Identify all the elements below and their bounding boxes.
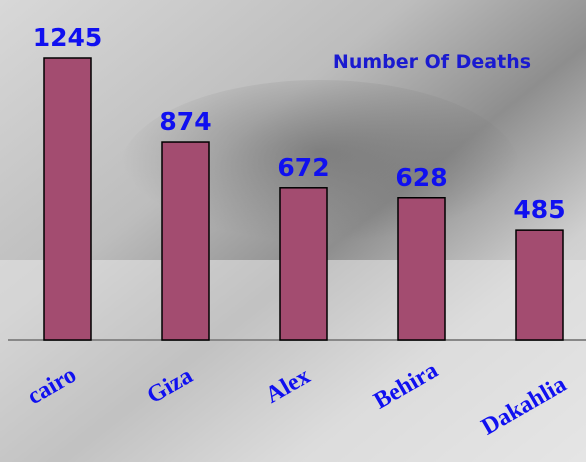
bar [398, 198, 445, 340]
chart-title: Number Of Deaths [333, 51, 531, 73]
data-label: 1245 [33, 23, 103, 52]
page: {"chart_data": {"type": "bar", "title": … [0, 0, 586, 462]
bar [162, 142, 209, 340]
bar [516, 230, 563, 340]
data-label: 874 [159, 107, 211, 136]
chart: Number Of Deaths 1245cairo874Giza672Alex… [0, 0, 586, 462]
data-label: 628 [395, 163, 447, 192]
bar [44, 58, 91, 340]
bar [280, 188, 327, 340]
data-label: 485 [513, 195, 565, 224]
data-label: 672 [277, 153, 329, 182]
